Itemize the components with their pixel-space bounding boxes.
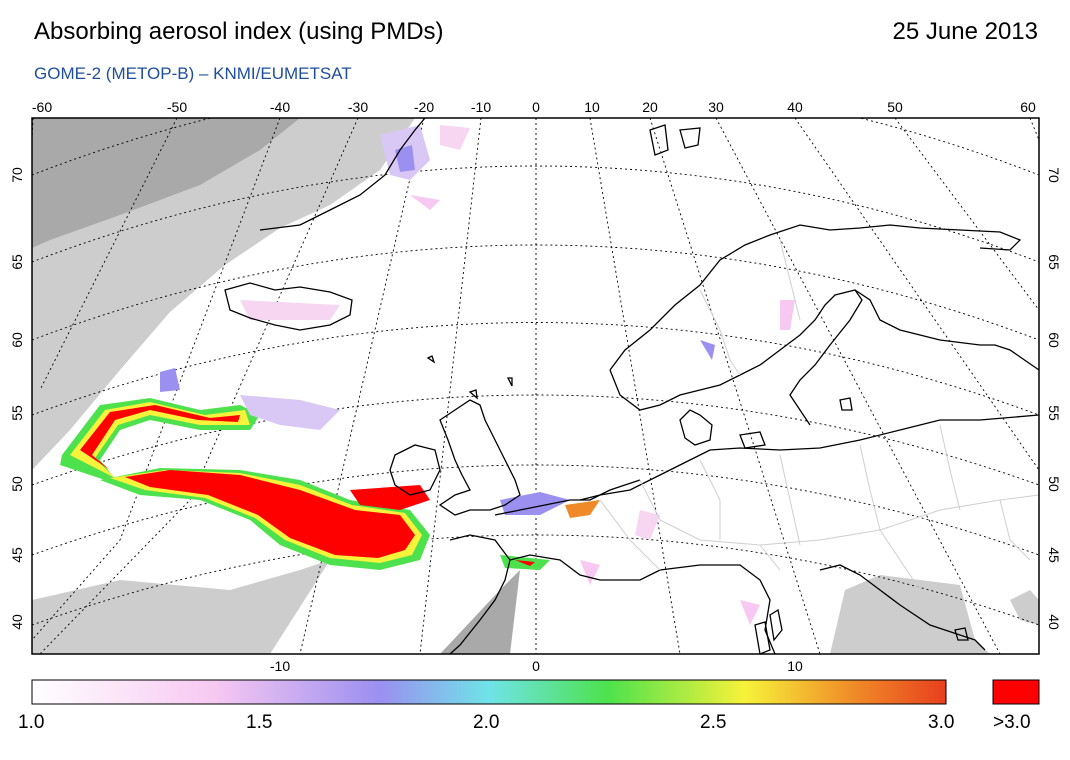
lat-label: 65 (9, 254, 25, 270)
lat-label: 40 (9, 614, 25, 630)
lon-label: -40 (270, 99, 290, 115)
lon-label: -10 (270, 658, 290, 674)
lon-label: -10 (471, 99, 491, 115)
map-area (32, 118, 1039, 654)
colorbar-label: 3.0 (928, 712, 955, 733)
top-lon-labels: -60 -50 -40 -30 -20 -10 0 10 20 30 40 50… (32, 99, 1036, 115)
no-data-region-italy (830, 575, 990, 654)
map-subtitle: GOME-2 (METOP-B) – KNMI/EUMETSAT (34, 64, 352, 83)
colorbar-label: 2.5 (700, 712, 727, 733)
left-lat-labels: 70 65 60 55 50 45 40 (9, 167, 25, 630)
lat-label: 45 (9, 547, 25, 563)
lon-label: 60 (1020, 99, 1036, 115)
lat-label: 60 (9, 332, 25, 348)
colorbar-overflow-label: >3.0 (993, 712, 1031, 733)
bottom-lon-labels: -10 0 10 (270, 658, 803, 674)
map-date: 25 June 2013 (892, 18, 1038, 45)
lat-label: 40 (1046, 614, 1062, 630)
lat-label: 70 (9, 167, 25, 183)
lon-label: -60 (32, 99, 52, 115)
coastlines (224, 118, 1039, 654)
colorbar-gradient (31, 679, 947, 705)
lat-label: 45 (1046, 547, 1062, 563)
lat-label: 50 (1046, 476, 1062, 492)
map-frame (31, 117, 1040, 655)
lon-label: 0 (532, 658, 540, 674)
no-data-region-southwest (32, 560, 330, 654)
lon-label: -20 (414, 99, 434, 115)
lat-label: 65 (1046, 254, 1062, 270)
right-lat-labels: 70 65 60 55 50 45 40 (1046, 167, 1062, 630)
no-data-region-greece (1010, 590, 1039, 625)
lon-label: 30 (708, 99, 724, 115)
country-borders (599, 239, 1039, 601)
lat-label: 70 (1046, 167, 1062, 183)
colorbar-label: 2.0 (473, 712, 500, 733)
lon-label: 20 (642, 99, 658, 115)
lat-label: 50 (9, 476, 25, 492)
lon-label: -50 (167, 99, 187, 115)
colorbar-overflow-swatch (992, 679, 1040, 705)
aerosol-plume (60, 125, 795, 625)
colorbar-label: 1.0 (18, 712, 45, 733)
lon-label: 0 (532, 99, 540, 115)
lat-label: 55 (9, 405, 25, 421)
lat-label: 55 (1046, 405, 1062, 421)
colorbar-label: 1.5 (246, 712, 273, 733)
lon-label: 50 (887, 99, 903, 115)
lon-label: 40 (787, 99, 803, 115)
lat-label: 60 (1046, 332, 1062, 348)
map-title: Absorbing aerosol index (using PMDs) (34, 18, 444, 45)
lon-label: 10 (787, 658, 803, 674)
lon-label: 10 (584, 99, 600, 115)
lon-label: -30 (348, 99, 368, 115)
